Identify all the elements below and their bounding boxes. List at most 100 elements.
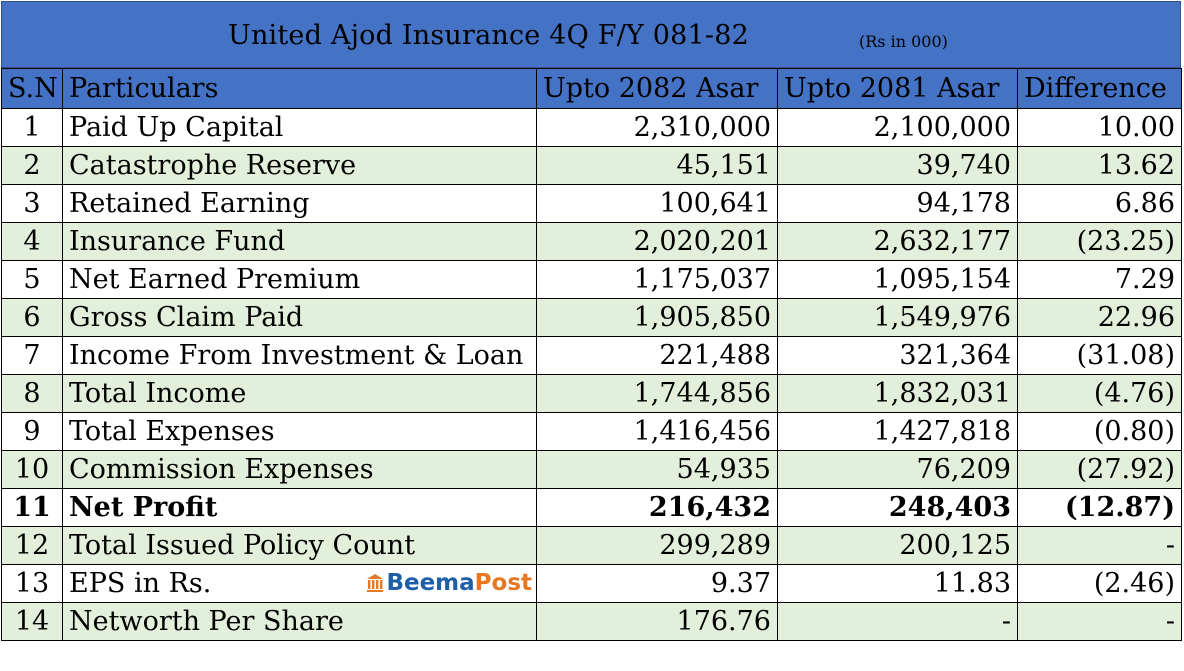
row-previous: 1,832,031 [777,374,1018,413]
row-particular: Catastrophe Reserve [69,150,357,181]
table-row: 3 Retained Earning 100,641 94,178 6.86 [1,184,1182,223]
row-difference: (12.87) [1017,488,1182,527]
row-sn: 12 [1,526,63,565]
row-sn: 7 [1,336,63,375]
row-previous: 2,632,177 [777,222,1018,261]
row-previous: 39,740 [777,146,1018,185]
table-row: 11 Net Profit 216,432 248,403 (12.87) [1,488,1182,527]
row-previous: 11.83 [777,564,1018,603]
row-particular-cell: Total Income [62,374,537,413]
row-particular: EPS in Rs. [69,568,212,599]
table-row: 1 Paid Up Capital 2,310,000 2,100,000 10.00 [1,108,1182,147]
row-particular-cell: Insurance Fund [62,222,537,261]
row-sn: 11 [1,488,63,527]
row-current: 100,641 [536,184,778,223]
row-previous: 2,100,000 [777,108,1018,147]
row-current: 54,935 [536,450,778,489]
logo-text-post: Post [474,570,532,596]
row-sn: 4 [1,222,63,261]
row-current: 216,432 [536,488,778,527]
row-current: 299,289 [536,526,778,565]
row-particular-cell: Gross Claim Paid [62,298,537,337]
row-current: 1,416,456 [536,412,778,451]
logo-text-beema: Beema [386,570,475,596]
row-particular-cell: Commission Expenses [62,450,537,489]
row-difference: (2.46) [1017,564,1182,603]
row-sn: 1 [1,108,63,147]
table-row: 9 Total Expenses 1,416,456 1,427,818 (0.80) [1,412,1182,451]
row-previous: 94,178 [777,184,1018,223]
row-particular-cell: Net Earned Premium [62,260,537,299]
row-particular: Total Issued Policy Count [69,530,416,561]
row-previous: 200,125 [777,526,1018,565]
header-current: Upto 2082 Asar [536,68,778,109]
row-previous: 76,209 [777,450,1018,489]
table-row: 8 Total Income 1,744,856 1,832,031 (4.76) [1,374,1182,413]
row-particular-cell: Total Issued Policy Count [62,526,537,565]
row-previous: - [777,602,1018,641]
row-sn: 10 [1,450,63,489]
row-difference: - [1017,526,1182,565]
row-sn: 5 [1,260,63,299]
row-sn: 9 [1,412,63,451]
row-particular: Insurance Fund [69,226,286,257]
row-difference: (0.80) [1017,412,1182,451]
unit-note: (Rs in 000) [859,32,948,51]
row-difference: 13.62 [1017,146,1182,185]
row-sn: 13 [1,564,63,603]
row-current: 1,744,856 [536,374,778,413]
row-previous: 248,403 [777,488,1018,527]
row-particular: Retained Earning [69,188,310,219]
row-difference: 10.00 [1017,108,1182,147]
row-particular-cell: Retained Earning [62,184,537,223]
table-row: 10 Commission Expenses 54,935 76,209 (27.92) [1,450,1182,489]
row-current: 2,310,000 [536,108,778,147]
header-sn: S.N [1,68,63,109]
row-previous: 1,427,818 [777,412,1018,451]
row-particular: Income From Investment & Loan [69,340,524,371]
row-current: 45,151 [536,146,778,185]
row-current: 9.37 [536,564,778,603]
row-particular: Net Earned Premium [69,264,361,295]
row-particular-cell: Catastrophe Reserve [62,146,537,185]
header-previous: Upto 2081 Asar [777,68,1018,109]
table-row: 13 EPS in Rs. Beema Post 9.37 11.83 (2.46) [1,564,1182,603]
table-row: 2 Catastrophe Reserve 45,151 39,740 13.62 [1,146,1182,185]
row-difference: 6.86 [1017,184,1182,223]
row-sn: 6 [1,298,63,337]
table-row: 14 Networth Per Share 176.76- - [1,602,1182,641]
row-difference: (27.92) [1017,450,1182,489]
row-particular-cell: Net Profit [62,488,537,527]
row-current: 176.76 [536,602,778,641]
header-difference: Difference [1017,68,1182,109]
row-current: 221,488 [536,336,778,375]
row-difference: (4.76) [1017,374,1182,413]
row-current: 1,175,037 [536,260,778,299]
row-current: 2,020,201 [536,222,778,261]
row-sn: 8 [1,374,63,413]
row-particular: Gross Claim Paid [69,302,304,333]
row-previous: 1,095,154 [777,260,1018,299]
table-row: 5 Net Earned Premium 1,175,037 1,095,154 7.2… [1,260,1182,299]
row-particular: Networth Per Share [69,606,344,637]
bank-icon [367,574,384,592]
table-row: 7 Income From Investment & Loan 221,488 321… [1,336,1182,375]
title-bar: United Ajod Insurance 4Q F/Y 081-82 (Rs … [1,1,1181,68]
financial-table: S.N Particulars Upto 2082 Asar Upto 2081… [1,68,1182,641]
row-difference: (23.25) [1017,222,1182,261]
beemapost-logo: Beema Post [366,570,532,596]
row-particular-cell: Paid Up Capital [62,108,537,147]
row-sn: 3 [1,184,63,223]
table-row: 6 Gross Claim Paid 1,905,850 1,549,976 22.96 [1,298,1182,337]
row-difference: 7.29 [1017,260,1182,299]
row-previous: 321,364 [777,336,1018,375]
row-particular: Net Profit [69,492,218,523]
row-difference: (31.08) [1017,336,1182,375]
row-particular: Total Expenses [69,416,275,447]
row-difference: - [1017,602,1182,641]
row-particular: Paid Up Capital [69,112,284,143]
row-sn: 2 [1,146,63,185]
row-particular: Commission Expenses [69,454,374,485]
row-particular-cell: Networth Per Share [62,602,537,641]
header-particulars: Particulars [62,68,537,109]
